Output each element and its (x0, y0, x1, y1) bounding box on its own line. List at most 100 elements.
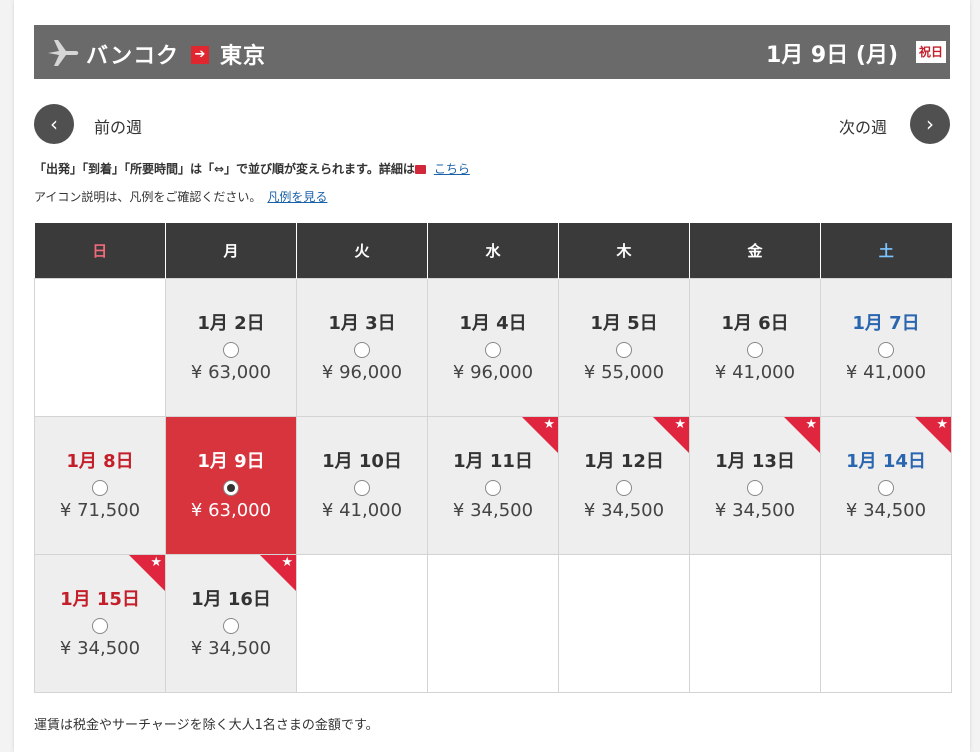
calendar-day-cell[interactable]: ★ 1月 13日 ¥ 34,500 (689, 416, 821, 555)
promo-corner (915, 417, 951, 453)
day-date: 1月 13日 (715, 451, 795, 472)
next-week-label[interactable]: 次の週 (839, 118, 888, 137)
external-window-icon (414, 165, 426, 174)
star-icon: ★ (281, 555, 293, 570)
day-price: ¥ 34,500 (452, 500, 534, 521)
destination-city: 東京 (220, 44, 267, 69)
day-radio[interactable] (747, 342, 763, 358)
promo-corner (653, 417, 689, 453)
fare-calendar: 日 月 火 水 木 金 土 1月 2日 ¥ 63,000 1月 3日 ¥ 96,000… (34, 223, 952, 693)
day-date: 1月 2日 (197, 313, 265, 334)
calendar-day-cell[interactable]: ★ 1月 11日 ¥ 34,500 (427, 416, 559, 555)
prev-week-button[interactable]: ‹ (34, 104, 74, 144)
calendar-week-row: 1月 2日 ¥ 63,000 1月 3日 ¥ 96,000 1月 4日 ¥ 96,000 1… (34, 278, 952, 417)
day-radio[interactable] (223, 618, 239, 634)
star-icon: ★ (674, 417, 686, 432)
next-week-button[interactable]: › (910, 104, 950, 144)
day-date: 1月 4日 (459, 313, 527, 334)
fare-footnote: 運賃は税金やサーチャージを除く大人1名さまの金額です。 (34, 718, 379, 733)
legend-link[interactable]: 凡例を見る (267, 190, 328, 204)
day-price: ¥ 96,000 (452, 362, 534, 383)
day-price: ¥ 34,500 (190, 638, 272, 659)
calendar-week-row: 1月 8日 ¥ 71,500 1月 9日 ¥ 63,000 1月 10日 ¥ 41,000… (34, 416, 952, 555)
star-icon: ★ (936, 417, 948, 432)
promo-corner (784, 417, 820, 453)
day-radio[interactable] (485, 480, 501, 496)
day-radio[interactable] (92, 618, 108, 634)
promo-corner (522, 417, 558, 453)
day-price: ¥ 96,000 (321, 362, 403, 383)
day-price: ¥ 34,500 (845, 500, 927, 521)
calendar-day-cell[interactable]: 1月 5日 ¥ 55,000 (558, 278, 690, 417)
legend-info: アイコン説明は、凡例をご確認ください。 凡例を見る (34, 188, 327, 205)
sort-info: 「出発」「到着」「所要時間」は「⇔」で並び順が変えられます。詳細は こちら (34, 160, 470, 177)
day-price: ¥ 34,500 (583, 500, 665, 521)
day-date: 1月 7日 (852, 313, 920, 334)
day-price: ¥ 55,000 (583, 362, 665, 383)
calendar-day-cell[interactable]: ★ 1月 14日 ¥ 34,500 (820, 416, 952, 555)
weekday-fri: 金 (689, 223, 821, 279)
calendar-day-cell[interactable]: ★ 1月 16日 ¥ 34,500 (165, 554, 297, 693)
chevron-left-icon: ‹ (50, 112, 58, 136)
details-link[interactable]: こちら (433, 162, 470, 176)
calendar-day-cell[interactable]: ★ 1月 12日 ¥ 34,500 (558, 416, 690, 555)
day-price: ¥ 71,500 (59, 500, 141, 521)
day-date: 1月 8日 (66, 451, 134, 472)
page: バンコク ➔ 東京 1月 9日 (月) 祝日 ‹ 前の週 次の週 › 「出発」「… (14, 0, 970, 752)
star-icon: ★ (805, 417, 817, 432)
day-date: 1月 16日 (191, 589, 271, 610)
day-date: 1月 14日 (846, 451, 926, 472)
day-radio[interactable] (616, 480, 632, 496)
legend-info-text: アイコン説明は、凡例をご確認ください。 (34, 190, 262, 204)
weekday-header-row: 日 月 火 水 木 金 土 (34, 223, 952, 279)
prev-week-label[interactable]: 前の週 (94, 118, 143, 137)
day-price: ¥ 41,000 (321, 500, 403, 521)
calendar-day-cell[interactable]: 1月 3日 ¥ 96,000 (296, 278, 428, 417)
calendar-day-cell[interactable]: 1月 10日 ¥ 41,000 (296, 416, 428, 555)
day-radio[interactable] (223, 342, 239, 358)
day-radio[interactable] (223, 480, 239, 496)
weekday-sun: 日 (34, 223, 166, 279)
calendar-day-cell[interactable]: ★ 1月 15日 ¥ 34,500 (34, 554, 166, 693)
chevron-right-icon: › (926, 112, 934, 136)
calendar-day-cell[interactable]: 1月 9日 ¥ 63,000 (165, 416, 297, 555)
day-radio[interactable] (92, 480, 108, 496)
promo-corner (260, 555, 296, 591)
star-icon: ★ (543, 417, 555, 432)
day-radio[interactable] (747, 480, 763, 496)
day-radio[interactable] (485, 342, 501, 358)
weekday-wed: 水 (427, 223, 559, 279)
day-date: 1月 12日 (584, 451, 664, 472)
weekday-tue: 火 (296, 223, 428, 279)
sort-info-text: 「出発」「到着」「所要時間」は「⇔」で並び順が変えられます。詳細は (34, 162, 415, 176)
calendar-day-cell[interactable]: 1月 2日 ¥ 63,000 (165, 278, 297, 417)
day-radio[interactable] (354, 480, 370, 496)
holiday-badge: 祝日 (916, 41, 946, 63)
day-price: ¥ 63,000 (190, 500, 272, 521)
calendar-day-cell[interactable]: 1月 7日 ¥ 41,000 (820, 278, 952, 417)
day-price: ¥ 41,000 (845, 362, 927, 383)
calendar-empty-cell (427, 554, 559, 693)
calendar-day-cell[interactable]: 1月 6日 ¥ 41,000 (689, 278, 821, 417)
day-radio[interactable] (354, 342, 370, 358)
day-date: 1月 10日 (322, 451, 402, 472)
plane-icon (48, 40, 79, 66)
origin-city: バンコク (86, 44, 180, 69)
day-radio[interactable] (878, 342, 894, 358)
calendar-empty-cell (689, 554, 821, 693)
day-date: 1月 9日 (197, 451, 265, 472)
arrow-right-icon: ➔ (191, 46, 209, 64)
calendar-empty-cell (558, 554, 690, 693)
day-date: 1月 3日 (328, 313, 396, 334)
day-price: ¥ 41,000 (714, 362, 796, 383)
weekday-thu: 木 (558, 223, 690, 279)
calendar-empty-cell (296, 554, 428, 693)
calendar-day-cell[interactable]: 1月 8日 ¥ 71,500 (34, 416, 166, 555)
day-radio[interactable] (616, 342, 632, 358)
selected-date: 1月 9日 (月) (765, 43, 898, 68)
calendar-day-cell[interactable]: 1月 4日 ¥ 96,000 (427, 278, 559, 417)
day-date: 1月 15日 (60, 589, 140, 610)
day-radio[interactable] (878, 480, 894, 496)
day-price: ¥ 34,500 (714, 500, 796, 521)
route-header: バンコク ➔ 東京 1月 9日 (月) 祝日 (34, 25, 950, 79)
